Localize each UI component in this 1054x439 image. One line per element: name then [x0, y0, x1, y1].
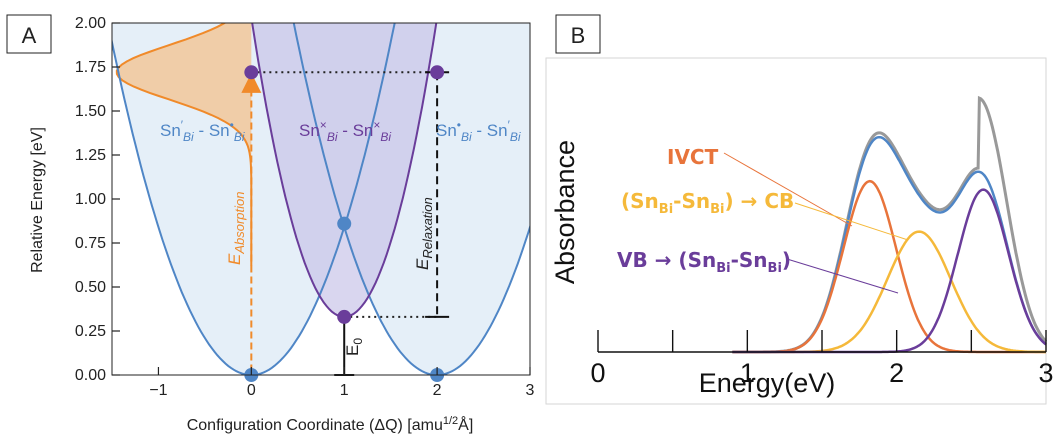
state-label-right: Sn•Bi - Sn′Bi — [436, 118, 521, 144]
y-tick-label: 1.75 — [75, 59, 106, 76]
y-tick-label: 0.75 — [75, 235, 106, 252]
leader-ivct — [723, 152, 853, 227]
state-label-middle: Sn×Bi - Sn×Bi — [299, 118, 391, 144]
panel-b-chart: 0 1 2 3 Energy(eV) Absorbance IVCT (SnBi-Sn… — [545, 14, 1054, 405]
panel-a-chart: −1 0 1 2 3 0.00 0.25 0.50 0.75 1.00 1.25 1.50 1.75 2.… — [6, 14, 535, 434]
panel-a-ylabel: Relative Energy [eV] — [29, 127, 46, 273]
panel-a-label: A — [22, 23, 37, 48]
state-point — [430, 65, 445, 80]
state-point — [337, 309, 352, 324]
parabola-left-line — [112, 23, 396, 375]
y-tick-label: 1.00 — [75, 191, 106, 208]
panel-b-label: B — [571, 23, 586, 48]
x-tick-label: 2 — [433, 382, 442, 399]
b-x-tick-label: 1 — [740, 358, 755, 388]
b-x-tick-label: 0 — [590, 358, 605, 388]
b-x-tick-label: 3 — [1038, 358, 1053, 388]
legend-ivct: IVCT — [667, 145, 719, 169]
y-tick-label: 1.50 — [75, 103, 106, 120]
e-relaxation-label: ERelaxation — [413, 197, 435, 270]
panel-b-xlabel: Energy(eV) — [699, 368, 836, 398]
state-point — [244, 65, 259, 80]
b-x-tick-label: 2 — [889, 358, 904, 388]
leader-cb — [794, 202, 909, 241]
leader-vb — [786, 258, 899, 294]
x-tick-label: −1 — [149, 382, 167, 399]
y-tick-label: 0.25 — [75, 323, 106, 340]
x-tick-label: 1 — [340, 382, 349, 399]
parabola-right-line — [292, 23, 530, 375]
legend-cb: (SnBi-SnBi) → CB — [621, 189, 794, 217]
x-tick-label: 0 — [247, 382, 256, 399]
panel-a-label-box — [6, 14, 52, 54]
y-tick-label: 1.25 — [75, 147, 106, 164]
y-tick-label: 0.00 — [75, 367, 106, 384]
x-tick-label: 3 — [526, 382, 535, 399]
panel-b-label-box — [555, 14, 601, 54]
state-point — [337, 216, 352, 231]
absorption-band-fill — [116, 23, 252, 217]
e0-label: E0 — [343, 338, 365, 356]
y-tick-label: 0.50 — [75, 279, 106, 296]
state-label-left: Sn′Bi - Sn•Bi — [160, 118, 245, 144]
parabola-middle-line — [251, 23, 438, 318]
parabola-middle-fill — [252, 23, 437, 317]
y-tick-label: 2.00 — [75, 15, 106, 32]
panel-b-ylabel: Absorbance — [550, 140, 580, 284]
panel-a-xlabel: Configuration Coordinate (ΔQ) [amu1/2Å] — [187, 415, 474, 434]
e-absorption-label: EAbsorption — [225, 192, 247, 266]
legend-vb: VB → (SnBi-SnBi) — [617, 248, 791, 276]
